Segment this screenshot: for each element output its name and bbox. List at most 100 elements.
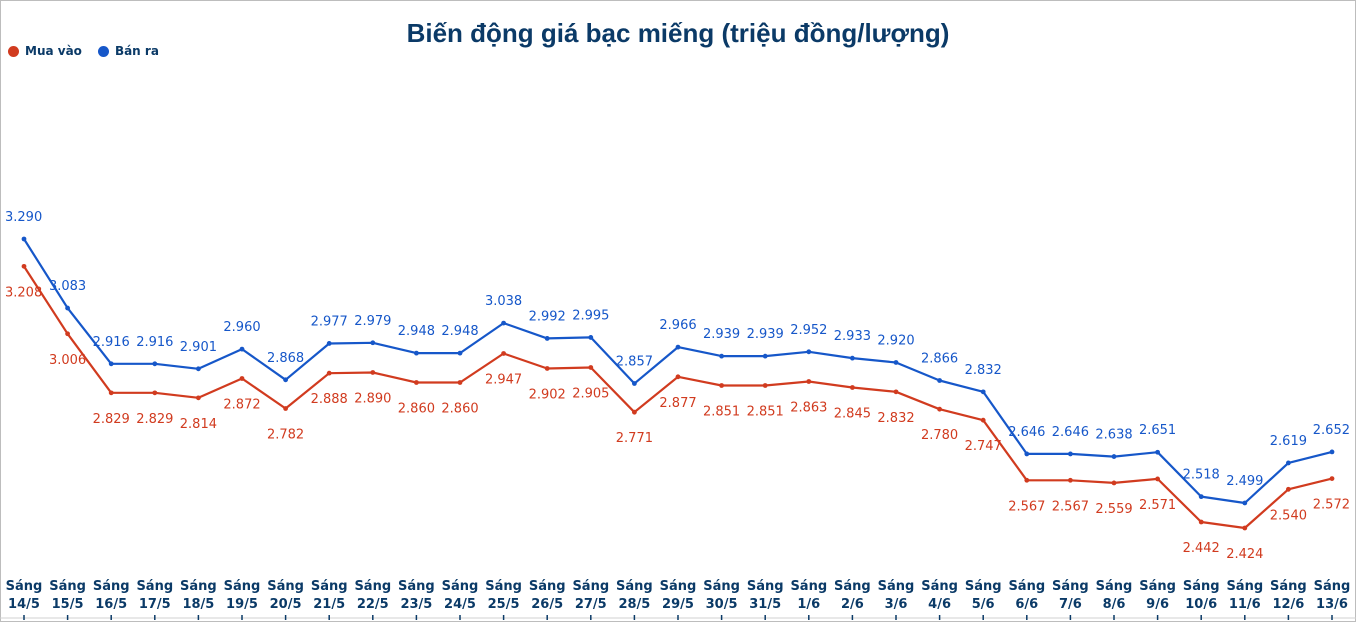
sell-point-31 [1329,449,1335,455]
x-tick-label-4: Sáng [136,579,173,594]
sell-data-label-31: 2.652 [1313,423,1350,438]
buy-data-label-24: 2.567 [1008,499,1045,514]
x-tick-date-23: 5/6 [972,597,995,612]
sell-point-30 [1286,460,1291,466]
buy-data-label-5: 2.814 [180,417,217,432]
x-tick-label-19: Sáng [790,579,827,594]
buy-point-14 [588,365,594,370]
sell-data-label-21: 2.920 [877,333,914,348]
x-tick-label-1: Sáng [6,579,43,594]
x-tick-label-24: Sáng [1008,579,1045,594]
buy-data-label-17: 2.851 [703,405,740,420]
x-tick-label-25: Sáng [1052,579,1089,594]
buy-point-3 [108,390,114,396]
sell-data-label-19: 2.952 [790,323,827,338]
sell-data-label-16: 2.966 [659,318,696,333]
legend-label-buy: Mua vào [25,44,82,58]
buy-data-label-23: 2.747 [965,439,1002,454]
buy-point-30 [1286,486,1291,492]
legend-label-sell: Bán ra [114,44,159,58]
x-tick-date-6: 19/5 [226,597,258,612]
sell-point-6 [239,346,245,352]
buy-point-16 [675,374,681,380]
buy-data-label-22: 2.780 [921,428,958,443]
legend-item-buy: Mua vào [8,44,82,58]
sell-data-label-3: 2.916 [93,335,130,350]
sell-point-21 [893,360,899,365]
buy-point-27 [1155,476,1160,482]
x-tick-date-31: 13/6 [1316,597,1348,612]
x-tick-label-5: Sáng [180,579,217,594]
sell-data-label-20: 2.933 [834,329,871,344]
buy-point-7 [283,406,288,411]
sell-data-label-11: 2.948 [441,324,478,339]
x-tick-label-9: Sáng [354,579,391,594]
buy-data-label-16: 2.877 [659,396,696,411]
sell-point-3 [108,361,114,367]
sell-point-23 [980,389,986,395]
x-tick-label-14: Sáng [572,579,609,594]
x-tick-date-4: 17/5 [139,597,171,612]
buy-point-20 [850,385,855,390]
x-tick-date-30: 12/6 [1272,597,1304,612]
buy-point-12 [501,351,506,356]
sell-data-label-13: 2.992 [529,309,566,324]
x-tick-date-22: 4/6 [928,597,951,612]
x-tick-label-29: Sáng [1226,579,1263,594]
buy-point-31 [1329,476,1335,482]
x-tick-label-22: Sáng [921,579,958,594]
sell-point-15 [632,381,637,386]
x-tick-date-1: 14/5 [8,597,40,612]
sell-data-label-30: 2.619 [1270,434,1307,449]
sell-point-29 [1242,500,1248,506]
x-tick-date-19: 1/6 [797,597,820,612]
buy-data-label-21: 2.832 [877,411,914,426]
buy-point-21 [893,389,899,395]
buy-data-label-20: 2.845 [834,407,871,422]
sell-data-label-25: 2.646 [1052,425,1089,440]
sell-data-label-6: 2.960 [223,320,260,335]
sell-data-label-22: 2.866 [921,351,958,366]
buy-data-label-27: 2.571 [1139,498,1176,513]
buy-data-label-29: 2.424 [1226,547,1263,562]
x-tick-date-29: 11/6 [1229,597,1261,612]
chart-legend: Mua vào Bán ra [8,44,159,58]
buy-point-11 [457,380,463,385]
buy-point-2 [65,331,70,337]
x-tick-date-16: 29/5 [662,597,694,612]
sell-point-27 [1155,449,1160,455]
x-tick-label-12: Sáng [485,579,522,594]
sell-data-label-4: 2.916 [136,335,173,350]
x-tick-label-3: Sáng [93,579,130,594]
x-tick-label-2: Sáng [49,579,86,594]
sell-data-label-29: 2.499 [1226,474,1263,489]
buy-data-label-9: 2.890 [354,391,391,406]
sell-series-line [23,238,1333,505]
buy-data-label-19: 2.863 [790,400,827,415]
x-tick-date-18: 31/5 [749,597,781,612]
sell-point-28 [1198,494,1204,500]
buy-point-25 [1068,477,1073,483]
buy-point-13 [544,366,550,371]
x-tick-label-10: Sáng [398,579,435,594]
sell-point-22 [937,378,942,383]
buy-data-label-10: 2.860 [398,401,435,416]
x-tick-date-25: 7/6 [1059,597,1082,612]
buy-data-label-14: 2.905 [572,386,609,401]
sell-data-label-12: 3.038 [485,294,522,309]
sell-point-5 [196,366,201,372]
buy-data-label-1: 3.208 [5,285,42,300]
sell-data-label-8: 2.977 [311,314,348,329]
buy-point-26 [1111,480,1117,486]
buy-point-17 [719,383,724,388]
buy-point-8 [326,370,332,376]
sell-point-8 [326,341,332,346]
x-tick-label-18: Sáng [747,579,784,594]
buy-point-15 [632,409,637,415]
sell-data-label-10: 2.948 [398,324,435,339]
x-tick-date-5: 18/5 [182,597,214,612]
buy-point-22 [937,406,942,412]
buy-data-label-26: 2.559 [1095,502,1132,517]
buy-data-label-25: 2.567 [1052,499,1089,514]
